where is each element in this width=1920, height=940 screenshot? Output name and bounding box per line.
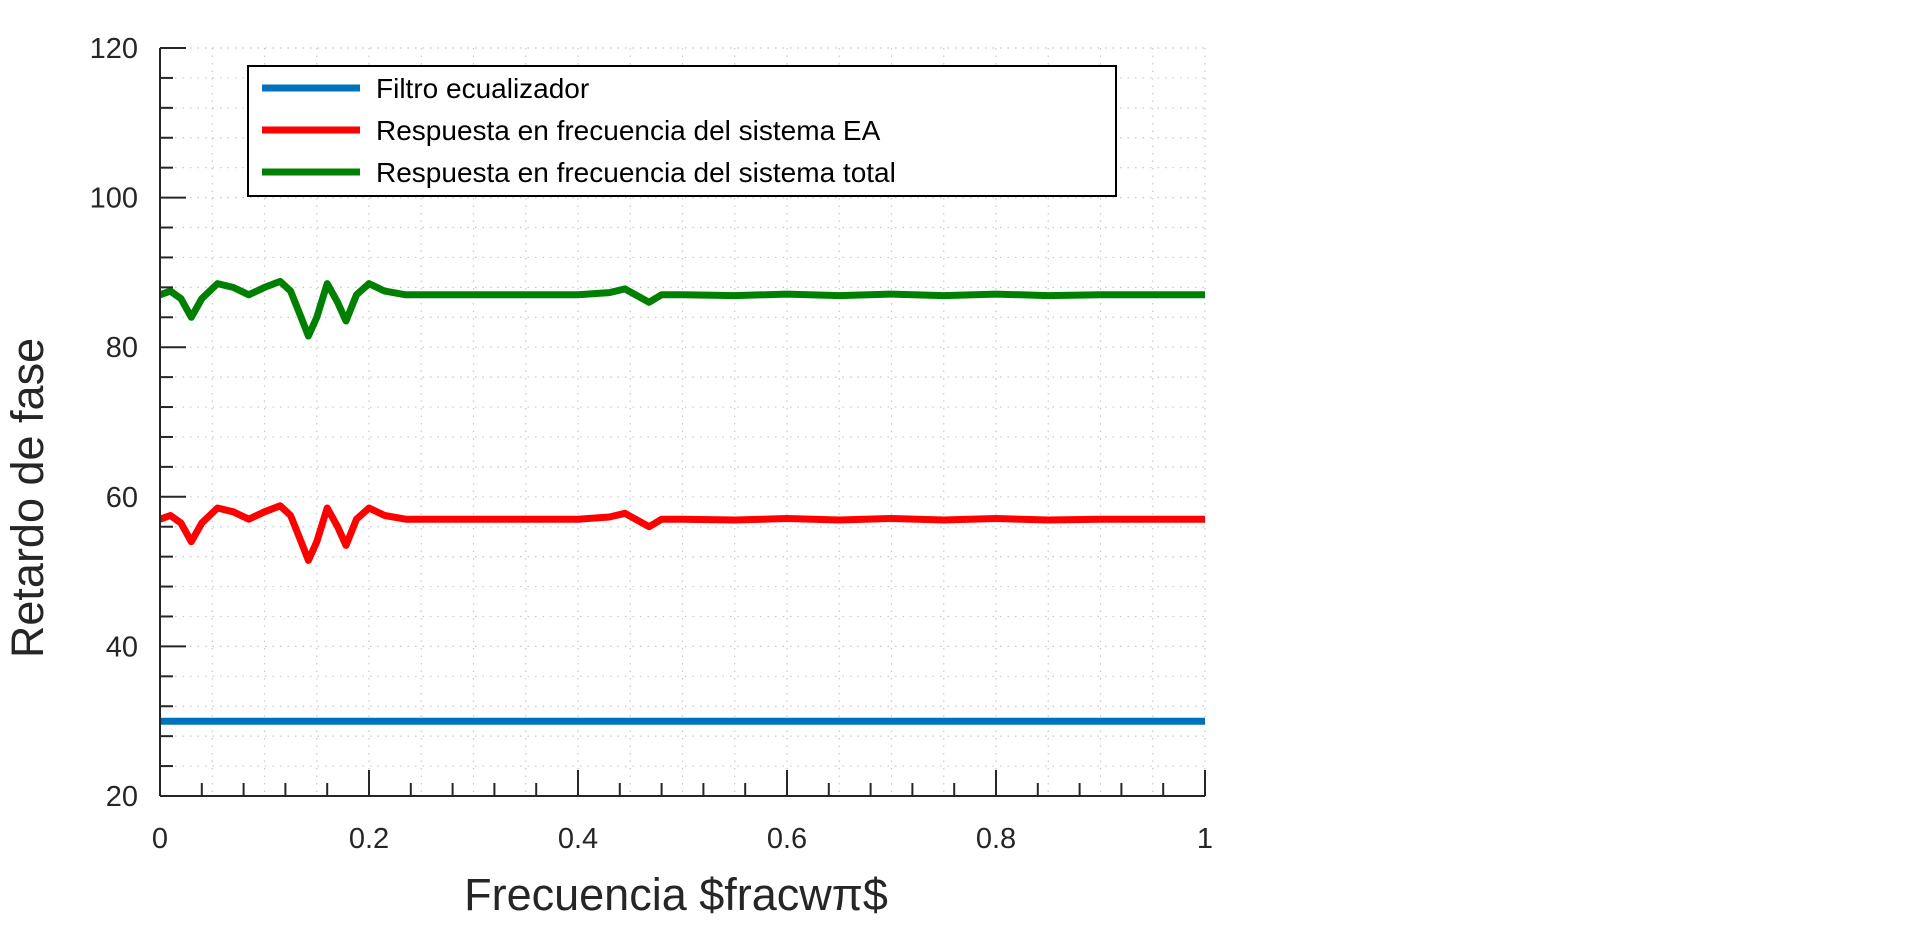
legend-entry: Respuesta en frecuencia del sistema tota… [262,157,896,188]
y-tick-label: 120 [90,33,138,65]
tick-labels: 20 40 60 80 100 120 0 0.2 0.4 0.6 0.8 1 [90,33,1213,855]
axes [159,47,1206,797]
y-tick-label: 20 [106,781,138,813]
legend-label: Respuesta en frecuencia del sistema tota… [376,157,896,188]
x-tick-label: 0.2 [349,823,389,855]
legend: Filtro ecualizador Respuesta en frecuenc… [247,65,1117,197]
legend-label: Filtro ecualizador [376,73,589,104]
y-tick-label: 100 [90,183,138,215]
y-tick-label: 60 [106,482,138,514]
legend-entry: Respuesta en frecuencia del sistema EA [262,115,881,146]
x-tick-label: 0 [152,823,168,855]
legend-box [247,65,1117,197]
series-line [158,277,1205,340]
grid [159,47,1206,797]
x-axis-title: Frecuencia $fracwπ$ [464,869,888,920]
y-tick-label: 80 [106,332,138,364]
y-tick-label: 40 [106,631,138,663]
legend-entry: Filtro ecualizador [262,73,589,104]
legend-label: Respuesta en frecuencia del sistema EA [376,115,881,146]
y-axis-title: Retardo de fase [2,338,53,658]
x-tick-label: 0.8 [976,823,1016,855]
x-tick-label: 1 [1197,823,1213,855]
x-tick-label: 0.4 [558,823,598,855]
plot-lines [158,277,1205,725]
series-line [158,502,1205,564]
x-tick-label: 0.6 [767,823,807,855]
